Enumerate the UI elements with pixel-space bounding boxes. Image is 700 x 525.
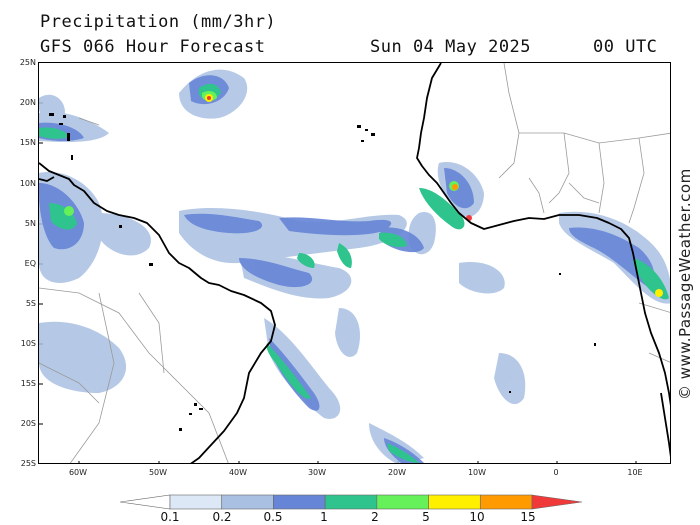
legend-label-2: 2 [371,510,379,524]
lat-label-25s: 25S [20,459,36,468]
lat-label-20n: 20N [19,98,36,107]
forecast-date: Sun 04 May 2025 [370,37,532,57]
lon-label-0: 0 [553,468,559,477]
islands [49,113,596,431]
lon-label-20w: 20W [387,468,407,477]
legend-label-10: 10 [469,510,485,524]
lat-label-15s: 15S [20,379,36,388]
watermark: © www.PassageWeather.com [676,168,694,400]
legend-swatch [120,494,171,510]
legend-swatch [479,494,533,510]
rain-intense-areas [64,90,663,297]
lon-label-10e: 10E [627,468,643,477]
legend-swatch [531,494,582,510]
lat-label-10n: 10N [19,179,36,188]
legend-label-0-1: 0.1 [160,510,180,524]
precipitation-map[interactable] [38,62,671,464]
lon-label-50w: 50W [148,468,168,477]
lon-label-10w: 10W [467,468,487,477]
lat-label-20s: 20S [20,419,36,428]
legend-label-15: 15 [520,510,536,524]
legend-swatch [376,494,429,510]
precipitation-legend-bar [120,494,582,510]
lat-label-25n: 25N [19,58,36,67]
legend-swatch [428,494,481,510]
lat-label-eq: EQ [24,259,36,268]
lat-label-15n: 15N [19,138,36,147]
lon-label-30w: 30W [307,468,327,477]
legend-swatch [324,494,378,510]
legend-swatch [169,494,223,510]
legend-label-5: 5 [422,510,430,524]
map-canvas [39,63,670,463]
lat-label-10s: 10S [20,339,36,348]
rain-light-areas [39,69,670,463]
legend-label-0-5: 0.5 [263,510,283,524]
rain-moderate-areas [39,75,655,463]
forecast-model-label: GFS 066 Hour Forecast [40,37,266,57]
map-title: Precipitation (mm/3hr) [40,12,277,32]
forecast-time: 00 UTC [593,37,658,57]
legend-swatch [221,494,274,510]
lat-label-5n: 5N [24,219,36,228]
rain-heavy-areas [39,83,669,463]
legend-label-1: 1 [320,510,328,524]
lon-label-60w: 60W [68,468,88,477]
coastlines [39,63,670,463]
legend-swatch [273,494,326,510]
country-borders [39,63,670,463]
lon-label-40w: 40W [228,468,248,477]
legend-label-0-2: 0.2 [212,510,232,524]
lat-label-5s: 5S [25,299,36,308]
